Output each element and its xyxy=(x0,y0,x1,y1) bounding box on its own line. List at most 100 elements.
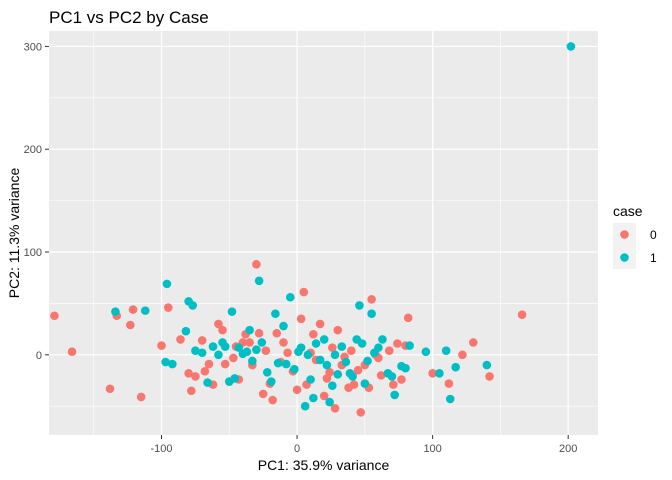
data-point-case-1 xyxy=(300,401,310,411)
data-point-case-0 xyxy=(389,380,398,389)
data-point-case-1 xyxy=(348,372,357,381)
data-points xyxy=(50,42,576,417)
data-point-case-0 xyxy=(428,369,437,378)
data-point-case-1 xyxy=(273,358,283,368)
data-point-case-1 xyxy=(328,381,337,390)
data-point-case-0 xyxy=(268,395,277,405)
data-point-case-0 xyxy=(245,338,254,347)
x-axis-title: PC1: 35.9% variance xyxy=(258,457,390,473)
data-point-case-1 xyxy=(254,276,264,286)
data-point-case-0 xyxy=(458,350,467,360)
y-tick-label: 200 xyxy=(24,144,42,156)
data-point-case-1 xyxy=(191,346,200,356)
x-tick-label: 0 xyxy=(294,443,300,455)
data-point-case-1 xyxy=(248,356,257,366)
y-axis-title: PC2: 11.3% variance xyxy=(6,168,22,299)
data-point-case-0 xyxy=(200,366,210,376)
data-point-case-0 xyxy=(258,389,268,399)
data-point-case-0 xyxy=(367,295,376,304)
legend-label-0: 0 xyxy=(650,228,657,242)
data-point-case-0 xyxy=(346,346,356,356)
data-point-case-1 xyxy=(482,360,492,370)
data-point-case-0 xyxy=(157,341,166,350)
data-point-case-0 xyxy=(517,310,527,320)
data-point-case-0 xyxy=(330,403,340,413)
data-point-case-0 xyxy=(136,392,146,402)
data-point-case-1 xyxy=(188,301,197,310)
data-point-case-1 xyxy=(355,301,364,310)
data-point-case-1 xyxy=(257,338,267,347)
data-point-case-0 xyxy=(444,379,454,388)
data-point-case-1 xyxy=(168,359,177,369)
data-point-case-1 xyxy=(161,357,170,367)
data-point-case-1 xyxy=(445,394,455,404)
data-point-case-1 xyxy=(271,309,280,318)
grid-lines xyxy=(49,31,598,435)
plot-panel xyxy=(49,31,598,435)
data-point-case-1 xyxy=(290,364,299,374)
data-point-case-1 xyxy=(220,342,230,351)
data-point-case-0 xyxy=(353,365,363,375)
data-point-case-0 xyxy=(328,343,337,352)
data-point-case-0 xyxy=(315,319,325,329)
data-point-case-1 xyxy=(214,350,223,360)
y-tick-label: 100 xyxy=(24,247,42,259)
data-point-case-1 xyxy=(208,342,218,351)
data-point-case-1 xyxy=(315,355,325,365)
data-point-case-1 xyxy=(227,307,237,316)
data-point-case-1 xyxy=(435,369,444,378)
data-point-case-1 xyxy=(111,307,120,316)
data-point-case-1 xyxy=(325,397,334,407)
y-axis-ticks: 0 100 200 300 xyxy=(24,41,49,362)
data-point-case-0 xyxy=(356,408,366,417)
x-tick-label: 100 xyxy=(423,443,441,455)
data-point-case-1 xyxy=(303,350,313,360)
data-point-case-1 xyxy=(234,343,244,352)
data-point-case-0 xyxy=(272,328,282,338)
data-point-case-1 xyxy=(181,326,191,336)
data-point-case-0 xyxy=(254,328,264,338)
legend-title: case xyxy=(613,203,643,219)
data-point-case-1 xyxy=(245,325,254,335)
data-point-case-0 xyxy=(333,325,343,335)
data-point-case-0 xyxy=(204,359,214,369)
y-tick-label: 0 xyxy=(36,350,42,362)
data-point-case-1 xyxy=(322,360,332,370)
data-point-case-1 xyxy=(281,359,291,369)
data-point-case-0 xyxy=(299,287,309,297)
data-point-case-0 xyxy=(126,320,135,330)
x-tick-label: -100 xyxy=(150,443,172,455)
data-point-case-0 xyxy=(229,353,238,363)
legend-label-1: 1 xyxy=(650,251,657,265)
data-point-case-1 xyxy=(333,370,343,379)
data-point-case-0 xyxy=(187,386,196,396)
y-tick-label: 300 xyxy=(24,41,42,53)
legend-marker-1 xyxy=(620,253,629,262)
data-point-case-1 xyxy=(367,309,376,318)
data-point-case-0 xyxy=(220,359,230,369)
data-point-case-1 xyxy=(421,347,431,357)
data-point-case-0 xyxy=(252,260,261,269)
data-point-case-1 xyxy=(319,335,329,344)
chart-title: PC1 vs PC2 by Case xyxy=(49,8,209,27)
data-point-case-0 xyxy=(163,303,173,312)
legend: case 0 1 xyxy=(613,203,657,269)
data-point-case-1 xyxy=(360,379,370,388)
data-point-case-0 xyxy=(296,314,306,324)
data-point-case-0 xyxy=(397,375,406,384)
data-point-case-1 xyxy=(378,335,387,344)
data-point-case-0 xyxy=(309,329,318,339)
data-point-case-0 xyxy=(384,346,394,356)
data-point-case-0 xyxy=(261,346,271,356)
data-point-case-0 xyxy=(376,371,386,380)
data-point-case-0 xyxy=(403,313,413,323)
data-point-case-1 xyxy=(363,356,372,366)
data-point-case-1 xyxy=(374,343,383,352)
data-point-case-1 xyxy=(451,362,460,372)
data-point-case-1 xyxy=(311,339,321,348)
data-point-case-1 xyxy=(441,346,451,356)
data-point-case-1 xyxy=(401,363,410,373)
data-point-case-0 xyxy=(218,325,227,335)
data-point-case-0 xyxy=(325,367,334,377)
